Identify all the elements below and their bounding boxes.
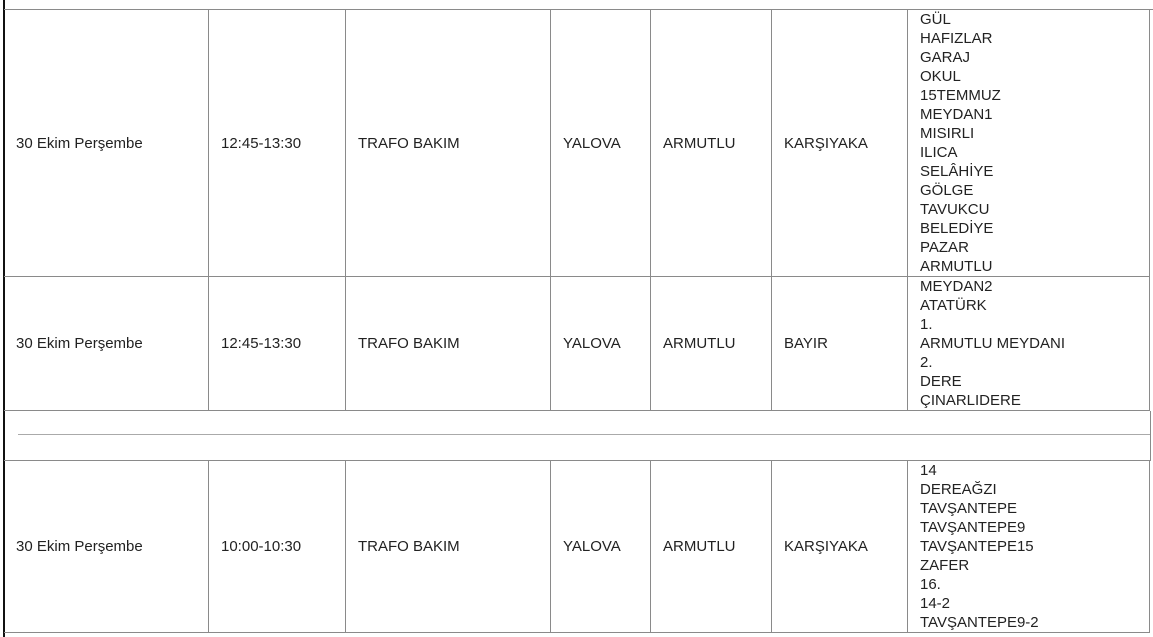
neighborhood-text: KARŞIYAKA [784, 538, 868, 555]
street-item: ILICA [920, 144, 958, 161]
cell-neighborhood: KARŞIYAKA [772, 461, 908, 632]
date-text: 30 Ekim Perşembe [16, 538, 143, 555]
street-item: ARMUTLU [920, 258, 993, 275]
street-item: GARAJ [920, 49, 971, 66]
cell-streets: 14 DEREAĞZI TAVŞANTEPE TAVŞANTEPE9 TAVŞANTEP… [908, 461, 1150, 632]
street-item: BELEDİYE [920, 220, 994, 237]
cell-time: 12:45-13:30 [209, 10, 346, 276]
cell-reason: TRAFO BAKIM [346, 277, 551, 410]
neighborhood-text: BAYIR [784, 335, 828, 352]
street-item: ÇINARLIDERE [920, 392, 1021, 409]
cell-time: 10:00-10:30 [209, 461, 346, 632]
street-item: MISIRLI [920, 125, 975, 142]
table-row: 30 Ekim Perşembe 12:45-13:30 TRAFO BAKIM YA… [4, 10, 1150, 277]
street-item: TAVUKCU [920, 201, 990, 218]
cell-date: 30 Ekim Perşembe [4, 461, 209, 632]
table-row: 30 Ekim Perşembe 10:00-10:30 TRAFO BAKIM YA… [4, 461, 1150, 633]
street-item: 15TEMMUZ [920, 87, 1001, 104]
street-item: 16. [920, 576, 941, 593]
street-item: MEYDAN2 [920, 278, 993, 295]
street-item: OKUL [920, 68, 961, 85]
street-item: HAFIZLAR [920, 30, 993, 47]
neighborhood-text: KARŞIYAKA [784, 134, 868, 152]
cell-district: ARMUTLU [651, 461, 772, 632]
cell-district: ARMUTLU [651, 10, 772, 276]
street-item: GÖLGE [920, 182, 974, 199]
city-text: YALOVA [563, 538, 621, 555]
cell-date: 30 Ekim Perşembe [4, 277, 209, 410]
street-item: PAZAR [920, 239, 969, 256]
district-text: ARMUTLU [663, 538, 736, 555]
street-item: TAVŞANTEPE [920, 500, 1017, 517]
time-text: 12:45-13:30 [221, 134, 302, 152]
cell-city: YALOVA [551, 277, 651, 410]
cell-reason: TRAFO BAKIM [346, 10, 551, 276]
street-item: TAVŞANTEPE15 [920, 538, 1034, 555]
street-item: TAVŞANTEPE9 [920, 519, 1026, 536]
date-text: 30 Ekim Perşembe [16, 335, 143, 352]
street-item: DERE [920, 373, 962, 390]
cell-district: ARMUTLU [651, 277, 772, 410]
street-item: 2. [920, 354, 933, 371]
cell-city: YALOVA [551, 10, 651, 276]
street-item: GÜL [920, 11, 951, 28]
street-item: SELÂHİYE [920, 163, 994, 180]
city-text: YALOVA [563, 335, 621, 352]
cell-city: YALOVA [551, 461, 651, 632]
street-item: ARMUTLU MEYDANI [920, 335, 1066, 352]
city-text: YALOVA [563, 134, 621, 152]
date-text: 30 Ekim Perşembe [16, 134, 143, 152]
street-item: 14 [920, 462, 937, 479]
reason-text: TRAFO BAKIM [358, 538, 460, 555]
street-item: 1. [920, 316, 933, 333]
district-text: ARMUTLU [663, 134, 736, 152]
time-text: 10:00-10:30 [221, 538, 302, 555]
cell-time: 12:45-13:30 [209, 277, 346, 410]
cell-neighborhood: KARŞIYAKA [772, 10, 908, 276]
spacer-row [4, 411, 1151, 461]
cell-date: 30 Ekim Perşembe [4, 10, 209, 276]
reason-text: TRAFO BAKIM [358, 134, 460, 152]
table-row: 30 Ekim Perşembe 12:45-13:30 TRAFO BAKIM YA… [4, 277, 1150, 411]
street-item: 14-2 [920, 595, 951, 612]
cell-reason: TRAFO BAKIM [346, 461, 551, 632]
street-item: DEREAĞZI [920, 481, 997, 498]
district-text: ARMUTLU [663, 335, 736, 352]
table-top-border [4, 9, 1153, 10]
cell-streets: GÜL HAFIZLAR GARAJ OKUL 15TEMMUZ MEYDAN1 MISIR… [908, 10, 1150, 276]
street-item: MEYDAN1 [920, 106, 993, 123]
cell-streets: MEYDAN2 ATATÜRK 1. ARMUTLU MEYDANI 2. DERE ÇIN… [908, 277, 1150, 410]
street-item: ZAFER [920, 557, 970, 574]
table-left-border [3, 0, 5, 637]
street-item: TAVŞANTEPE9-2 [920, 614, 1039, 631]
time-text: 12:45-13:30 [221, 335, 302, 352]
cell-neighborhood: BAYIR [772, 277, 908, 410]
divider [18, 434, 1150, 435]
reason-text: TRAFO BAKIM [358, 335, 460, 352]
street-item: ATATÜRK [920, 297, 987, 314]
